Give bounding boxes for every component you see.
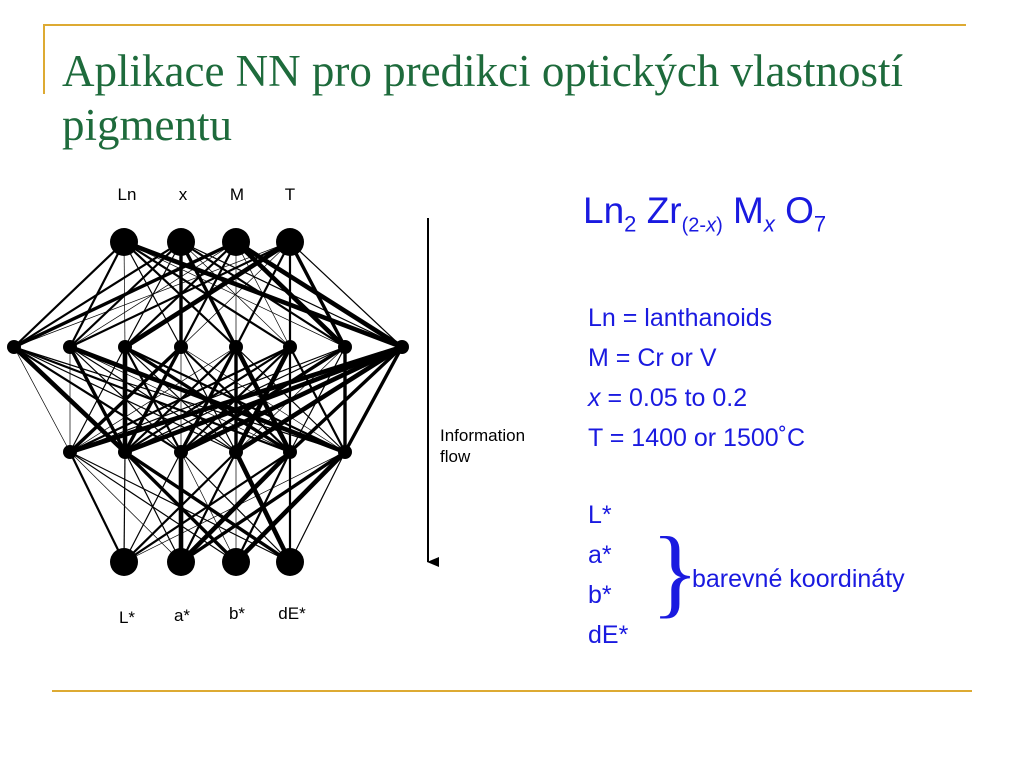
hidden2-node (63, 445, 77, 459)
connection-line (235, 241, 291, 348)
connection-line (124, 344, 403, 455)
connection-line (123, 451, 237, 563)
input-label-m: M (230, 185, 244, 204)
definition-x: x = 0.05 to 0.2 (588, 384, 748, 412)
input-node (167, 228, 195, 256)
connection-line (289, 241, 403, 348)
side-rule (43, 24, 45, 94)
chemical-formula: Ln2 Zr(2-x) Mx O7 (583, 190, 827, 237)
connection-line (288, 241, 347, 348)
connection-line (180, 241, 291, 348)
connection-line (123, 241, 346, 348)
connection-line (123, 240, 292, 349)
connection-line (69, 241, 291, 348)
input-node (110, 228, 138, 256)
hidden2-node (229, 445, 243, 459)
output-coordinates-list: L* a* b* dE* (588, 495, 628, 655)
hidden1-node (338, 340, 352, 354)
connection-line (69, 346, 237, 453)
connection-line (123, 451, 126, 563)
output-label-a: a* (174, 606, 190, 625)
output-label-de: dE* (278, 604, 306, 623)
output-node (276, 548, 304, 576)
connection-line (69, 346, 126, 453)
output-node (110, 548, 138, 576)
definition-ln: Ln = lanthanoids (588, 304, 773, 332)
input-node (222, 228, 250, 256)
coord-b: b* (588, 581, 612, 609)
coord-de: dE* (588, 621, 629, 649)
slide-title: Aplikace NN pro predikci optických vlast… (62, 46, 904, 150)
hidden1-node (283, 340, 297, 354)
connection-line (234, 450, 347, 564)
connection-line (69, 241, 237, 348)
connection-line (69, 344, 403, 455)
hidden1-node (395, 340, 409, 354)
connection-line (69, 451, 182, 563)
hidden2-node (338, 445, 352, 459)
connection-line (13, 240, 237, 349)
curly-brace: } (651, 516, 699, 627)
hidden2-node (174, 445, 188, 459)
definition-t: T = 1400 or 1500˚C (588, 424, 806, 452)
input-label-x: x (179, 185, 188, 204)
input-label-ln: Ln (118, 185, 137, 204)
connection-line (13, 241, 291, 348)
connection-line (123, 451, 291, 563)
connection-line (13, 346, 71, 453)
hidden2-node (118, 445, 132, 459)
coord-l: L* (588, 501, 612, 529)
variable-definitions: Ln = lanthanoids M = Cr or V x = 0.05 to… (588, 298, 805, 458)
connection-line (68, 345, 183, 454)
hidden1-node (174, 340, 188, 354)
connection-line (180, 450, 346, 564)
input-node (276, 228, 304, 256)
input-label-t: T (285, 185, 295, 204)
hidden1-node (63, 340, 77, 354)
connection-line (180, 344, 403, 455)
connection-line (289, 451, 346, 563)
top-rule (44, 24, 966, 26)
connection-line (288, 345, 404, 454)
network-connections (12, 239, 404, 564)
information-flow-label: Information flow (440, 426, 526, 466)
connection-line (123, 451, 346, 563)
connection-line (69, 451, 125, 563)
hidden1-node (118, 340, 132, 354)
connection-line (13, 241, 182, 348)
brace-label: barevné koordináty (692, 565, 905, 593)
output-label-b: b* (229, 604, 245, 623)
connection-line (69, 346, 291, 453)
hidden2-node (283, 445, 297, 459)
connection-line (234, 345, 404, 454)
bottom-rule (52, 690, 972, 692)
connection-line (123, 451, 182, 563)
network-nodes (7, 228, 409, 576)
hidden1-node (7, 340, 21, 354)
connection-line (69, 346, 346, 453)
connection-line (13, 241, 125, 348)
output-node (167, 548, 195, 576)
output-label-l: L* (119, 608, 135, 627)
connection-line (343, 346, 404, 453)
neural-network-diagram: Ln x M T L* a* b* dE* (7, 185, 439, 627)
coord-a: a* (588, 541, 612, 569)
connection-line (179, 450, 292, 564)
output-node (222, 548, 250, 576)
hidden1-node (229, 340, 243, 354)
definition-m: M = Cr or V (588, 344, 717, 372)
